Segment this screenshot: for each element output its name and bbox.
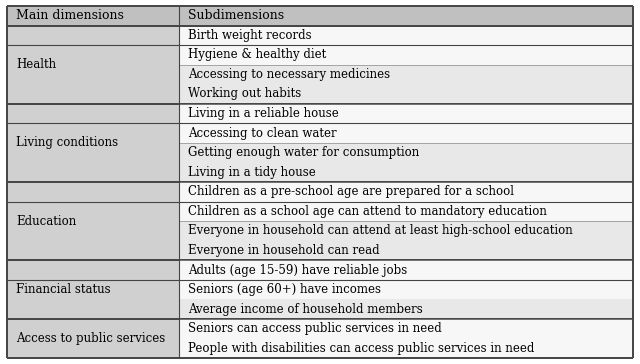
Bar bbox=[179, 182, 633, 202]
Text: Education: Education bbox=[16, 215, 76, 228]
Text: Working out habits: Working out habits bbox=[188, 87, 301, 100]
Bar bbox=[179, 339, 633, 358]
Bar bbox=[179, 221, 633, 241]
Text: Health: Health bbox=[16, 58, 56, 71]
Text: Subdimensions: Subdimensions bbox=[188, 9, 284, 22]
Bar bbox=[179, 260, 633, 280]
Bar bbox=[7, 182, 179, 260]
Bar bbox=[179, 6, 633, 25]
Text: Living in a tidy house: Living in a tidy house bbox=[188, 166, 316, 179]
Text: Accessing to clean water: Accessing to clean water bbox=[188, 127, 337, 140]
Text: Seniors can access public services in need: Seniors can access public services in ne… bbox=[188, 322, 442, 335]
Text: Getting enough water for consumption: Getting enough water for consumption bbox=[188, 146, 419, 159]
Text: Living conditions: Living conditions bbox=[16, 136, 118, 149]
Text: Financial status: Financial status bbox=[16, 283, 111, 296]
Text: Children as a school age can attend to mandatory education: Children as a school age can attend to m… bbox=[188, 205, 547, 218]
Bar bbox=[179, 241, 633, 260]
Bar bbox=[179, 280, 633, 299]
Bar bbox=[7, 25, 179, 104]
Text: Everyone in household can read: Everyone in household can read bbox=[188, 244, 380, 257]
Bar bbox=[179, 202, 633, 221]
Text: Average income of household members: Average income of household members bbox=[188, 302, 423, 316]
Bar bbox=[179, 45, 633, 65]
Text: Main dimensions: Main dimensions bbox=[16, 9, 124, 22]
Bar bbox=[179, 104, 633, 123]
Bar bbox=[179, 123, 633, 143]
Bar bbox=[179, 25, 633, 45]
Bar bbox=[179, 65, 633, 84]
Text: Birth weight records: Birth weight records bbox=[188, 29, 312, 42]
Text: Seniors (age 60+) have incomes: Seniors (age 60+) have incomes bbox=[188, 283, 381, 296]
Bar bbox=[7, 104, 179, 182]
Text: Living in a reliable house: Living in a reliable house bbox=[188, 107, 339, 120]
Text: Adults (age 15-59) have reliable jobs: Adults (age 15-59) have reliable jobs bbox=[188, 264, 408, 277]
Text: Children as a pre-school age are prepared for a school: Children as a pre-school age are prepare… bbox=[188, 185, 514, 198]
Text: People with disabilities can access public services in need: People with disabilities can access publ… bbox=[188, 342, 534, 355]
Bar bbox=[7, 6, 179, 25]
Text: Accessing to necessary medicines: Accessing to necessary medicines bbox=[188, 68, 390, 81]
Text: Access to public services: Access to public services bbox=[16, 332, 165, 345]
Bar bbox=[179, 319, 633, 339]
Bar bbox=[179, 299, 633, 319]
Text: Everyone in household can attend at least high-school education: Everyone in household can attend at leas… bbox=[188, 224, 573, 237]
Bar bbox=[179, 162, 633, 182]
Bar bbox=[179, 84, 633, 104]
Bar bbox=[7, 260, 179, 319]
Text: Hygiene & healthy diet: Hygiene & healthy diet bbox=[188, 48, 326, 62]
Bar bbox=[179, 143, 633, 162]
Bar bbox=[7, 319, 179, 358]
